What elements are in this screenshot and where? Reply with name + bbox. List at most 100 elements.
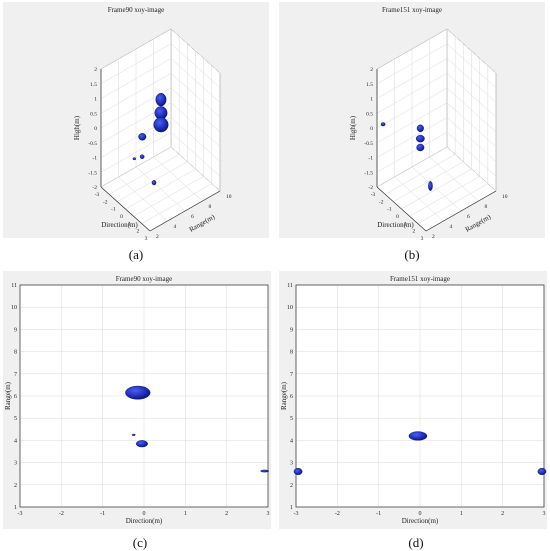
- y-tick-label: 2: [156, 234, 159, 240]
- x-tick-label: 2: [412, 229, 415, 235]
- side-gridline-z: [376, 87, 448, 129]
- back-gridline-z: [446, 73, 497, 118]
- floor-gridline-y: [394, 176, 444, 222]
- z-tick-label: 1.5: [366, 82, 373, 88]
- x-tick-label: -2: [335, 511, 340, 517]
- target-blob: [151, 180, 157, 186]
- y-tick-label: 6: [14, 394, 17, 400]
- y-tick-label: 9: [290, 327, 293, 333]
- back-gridline-z: [446, 146, 497, 192]
- y-tick-label: 1: [14, 505, 17, 511]
- y-tick-label: 8: [209, 204, 212, 210]
- chart-title: Frame90 xoy-image: [108, 6, 165, 14]
- side-gridline-z: [376, 58, 448, 99]
- y-tick-label: 10: [226, 194, 232, 200]
- y-tick-label: 4: [450, 224, 453, 230]
- x-tick-label: 1: [404, 221, 407, 227]
- target-blob: [380, 122, 386, 127]
- panel-c: -3 -2 -1 0 1 2 3 1 2 3 4 5 6 7 8 9 10 11 Frame90 xoy-image…: [3, 271, 271, 529]
- target-blob: [416, 124, 424, 133]
- y-axis-line: [149, 190, 221, 232]
- x-tick-label: 3: [267, 511, 270, 517]
- y-tick-label: 8: [290, 350, 293, 356]
- chart-title: Frame90 xoy-image: [116, 275, 173, 283]
- plot-frame: [19, 284, 269, 508]
- y-axis-label: Range(m): [280, 381, 288, 410]
- chart-title: Frame151 xoy-image: [382, 6, 442, 14]
- y-tick-label: 3: [290, 461, 293, 467]
- y-tick-label: 3: [14, 461, 17, 467]
- z-tick-label: -0.5: [364, 141, 373, 147]
- y-tick-label: 2: [432, 234, 435, 240]
- x-tick-label: -1: [100, 511, 105, 517]
- side-gridline-z: [376, 146, 448, 188]
- back-gridline-z: [170, 102, 221, 147]
- target-blob: [260, 469, 270, 473]
- side-gridline-z: [100, 58, 172, 99]
- z-tick-label: 0.5: [90, 111, 97, 117]
- floor-gridline-y: [411, 166, 462, 212]
- y-tick-label: 10: [502, 194, 508, 200]
- x-tick-label: 2: [136, 229, 139, 235]
- plot-frame: [295, 284, 545, 508]
- z-tick-label: -0.5: [88, 141, 97, 147]
- target-blob: [138, 133, 147, 141]
- target-blob: [537, 467, 547, 476]
- side-gridline-z: [376, 73, 448, 114]
- z-tick-label: -2: [368, 185, 373, 191]
- y-axis-label: Range(m): [4, 381, 12, 410]
- y-tick-label: 1: [290, 505, 293, 511]
- x-axis-label: Direction(m): [402, 517, 439, 525]
- x-tick-label: 0: [419, 511, 422, 517]
- chart-2d-frame151: -3 -2 -1 0 1 2 3 1 2 3 4 5 6 7 8 9 10 11 Frame151 xoy-imag…: [280, 275, 547, 525]
- panel-b: -3 -2 -1 0 1 2 3 2 4 6 8 10 -2 -1.5 -1 -0.5 0 0.5 1 1.5 2 Fra…: [279, 2, 545, 242]
- z-tick-label: -1: [368, 156, 373, 162]
- x-tick-label: 0: [120, 214, 123, 220]
- x-tick-label: 1: [460, 511, 463, 517]
- side-gridline-z: [100, 43, 172, 84]
- floor-gridline-y: [135, 166, 186, 212]
- floor-gridline-y: [118, 176, 168, 222]
- back-gridline-z: [446, 87, 497, 133]
- z-tick-label: -1: [92, 156, 97, 162]
- x-tick-label: -2: [379, 199, 384, 205]
- back-gridline-z: [170, 146, 221, 192]
- panel-a: -3 -2 -1 0 1 2 3 2 4 6 8 10 -2 -1.5 -1 -0.5 0 0.5 1 1.5 2 Fra…: [3, 2, 269, 242]
- x-tick-label: 1: [128, 221, 131, 227]
- floor-gridline-y: [429, 156, 479, 202]
- side-gridline-z: [100, 132, 172, 173]
- target-blob: [132, 157, 137, 161]
- back-gridline-z: [446, 43, 497, 88]
- side-gridline-z: [376, 132, 448, 173]
- x-tick-label: 3: [543, 511, 546, 517]
- floor-gridline-y: [153, 156, 203, 202]
- x-tick-label: -3: [294, 511, 299, 517]
- target-blob: [139, 154, 145, 159]
- target-blob: [155, 92, 167, 107]
- panel-d: -3 -2 -1 0 1 2 3 1 2 3 4 5 6 7 8 9 10 11 Frame151 xoy-imag…: [279, 271, 547, 529]
- z-tick-label: 0: [370, 126, 373, 132]
- side-gridline-z: [100, 28, 172, 70]
- back-gridline-z: [170, 73, 221, 118]
- x-tick-label: -3: [95, 192, 100, 198]
- y-tick-label: 8: [14, 350, 17, 356]
- x-tick-label: 0: [396, 214, 399, 220]
- z-tick-label: -2: [92, 185, 97, 191]
- caption-c: (c): [132, 535, 148, 550]
- y-tick-label: 6: [290, 394, 293, 400]
- y-tick-label: 2: [290, 483, 293, 489]
- y-axis-line: [425, 190, 497, 232]
- y-tick-label: 2: [14, 483, 17, 489]
- back-gridline-z: [170, 132, 221, 177]
- back-gridline-z: [446, 132, 497, 177]
- x-tick-label: -1: [376, 511, 381, 517]
- target-blob: [428, 181, 433, 191]
- y-tick-label: 9: [14, 327, 17, 333]
- y-tick-label: 10: [287, 305, 293, 311]
- x-tick-label: 3: [421, 236, 424, 242]
- y-tick-label: 7: [290, 372, 293, 378]
- target-blob: [293, 467, 303, 476]
- y-tick-label: 5: [14, 416, 17, 422]
